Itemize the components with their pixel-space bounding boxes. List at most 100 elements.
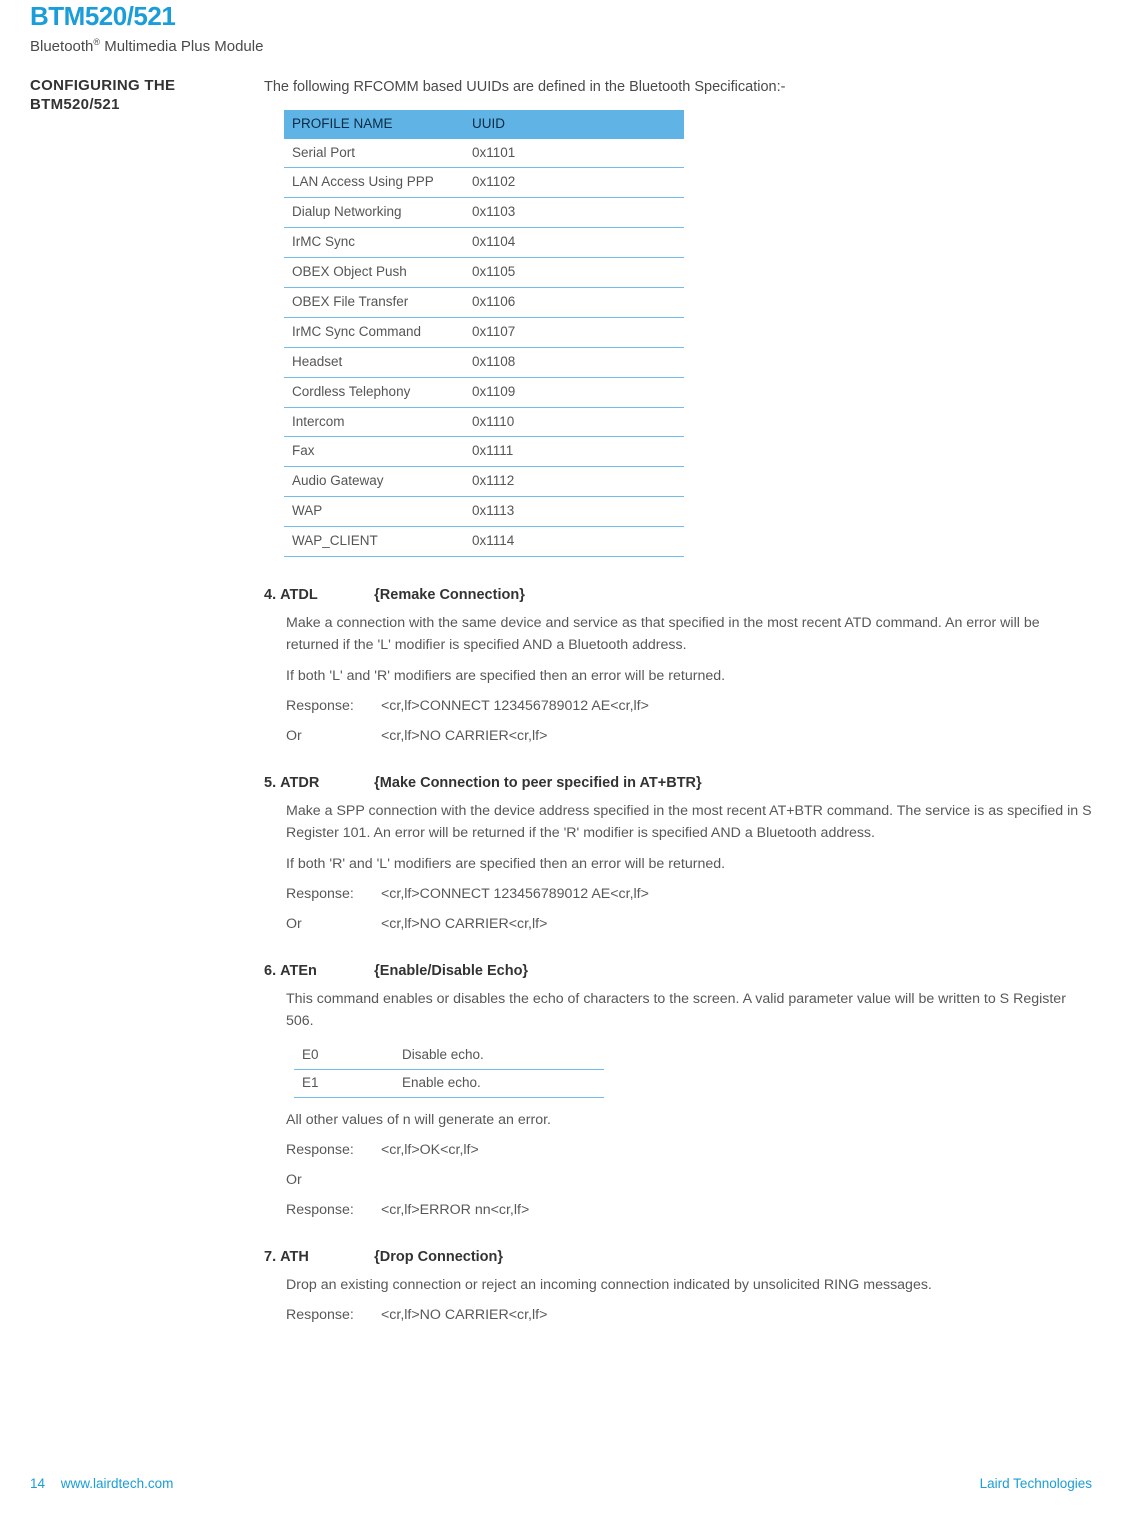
table-cell: 0x1110 [464, 407, 684, 437]
command-paragraph: All other values of n will generate an e… [286, 1110, 1092, 1131]
subtitle-prefix: Bluetooth [30, 38, 93, 55]
footer-company: Laird Technologies [980, 1475, 1092, 1494]
table-cell: IrMC Sync Command [284, 317, 464, 347]
table-cell: E0 [294, 1042, 394, 1069]
response-row: Or [286, 1171, 1092, 1191]
subtitle-rest: Multimedia Plus Module [100, 38, 263, 55]
or-label: Or [286, 1171, 381, 1191]
table-cell: E1 [294, 1069, 394, 1097]
table-cell: Intercom [284, 407, 464, 437]
command-name: ATEn [280, 961, 370, 981]
response-row: Response: <cr,lf>CONNECT 123456789012 AE… [286, 885, 1092, 905]
command-block-atdl: 4. ATDL {Remake Connection} Make a conne… [264, 585, 1092, 747]
table-row: OBEX Object Push0x1105 [284, 258, 684, 288]
page-number: 14 [30, 1476, 45, 1491]
table-row: Intercom0x1110 [284, 407, 684, 437]
content-column: The following RFCOMM based UUIDs are def… [264, 77, 1092, 1352]
response-label: Response: [286, 697, 381, 717]
table-cell: 0x1101 [464, 139, 684, 168]
command-body: This command enables or disables the ech… [264, 989, 1092, 1220]
command-paragraph: If both 'L' and 'R' modifiers are specif… [286, 666, 1092, 687]
command-brace: {Enable/Disable Echo} [374, 963, 528, 979]
page-footer: 14 www.lairdtech.com Laird Technologies [30, 1475, 1092, 1494]
table-row: Serial Port0x1101 [284, 139, 684, 168]
table-row: Fax0x1111 [284, 437, 684, 467]
command-brace: {Drop Connection} [374, 1249, 503, 1265]
table-row: Headset0x1108 [284, 347, 684, 377]
table-row: WAP0x1113 [284, 497, 684, 527]
command-block-aten: 6. ATEn {Enable/Disable Echo} This comma… [264, 961, 1092, 1221]
table-header-uuid: UUID [464, 110, 684, 139]
command-number: 5. [264, 775, 276, 791]
table-cell: 0x1107 [464, 317, 684, 347]
table-row: IrMC Sync Command0x1107 [284, 317, 684, 347]
command-block-ath: 7. ATH {Drop Connection} Drop an existin… [264, 1247, 1092, 1326]
uuid-table: PROFILE NAME UUID Serial Port0x1101LAN A… [284, 110, 684, 557]
table-cell: 0x1109 [464, 377, 684, 407]
table-cell: Audio Gateway [284, 467, 464, 497]
response-row: Response: <cr,lf>CONNECT 123456789012 AE… [286, 697, 1092, 717]
table-cell: OBEX Object Push [284, 258, 464, 288]
table-row: LAN Access Using PPP0x1102 [284, 168, 684, 198]
table-cell: 0x1108 [464, 347, 684, 377]
table-cell: Dialup Networking [284, 198, 464, 228]
command-body: Drop an existing connection or reject an… [264, 1275, 1092, 1326]
main-content-row: CONFIGURING THE BTM520/521 The following… [30, 77, 1092, 1352]
response-value: <cr,lf>NO CARRIER<cr,lf> [381, 915, 547, 935]
command-body: Make a connection with the same device a… [264, 613, 1092, 747]
command-block-atdr: 5. ATDR {Make Connection to peer specifi… [264, 773, 1092, 935]
doc-title: BTM520/521 [30, 0, 1092, 34]
command-name: ATH [280, 1247, 370, 1267]
command-name: ATDL [280, 585, 370, 605]
footer-url: www.lairdtech.com [61, 1476, 174, 1491]
command-number: 6. [264, 963, 276, 979]
response-row: Response: <cr,lf>OK<cr,lf> [286, 1141, 1092, 1161]
table-row: Dialup Networking0x1103 [284, 198, 684, 228]
table-cell: 0x1104 [464, 228, 684, 258]
command-heading: 4. ATDL {Remake Connection} [264, 585, 1092, 605]
side-column: CONFIGURING THE BTM520/521 [30, 77, 240, 1352]
response-value: <cr,lf>OK<cr,lf> [381, 1141, 479, 1161]
table-cell: IrMC Sync [284, 228, 464, 258]
command-heading: 5. ATDR {Make Connection to peer specifi… [264, 773, 1092, 793]
response-label: Response: [286, 885, 381, 905]
table-cell: Disable echo. [394, 1042, 604, 1069]
table-cell: 0x1114 [464, 527, 684, 557]
response-value: <cr,lf>CONNECT 123456789012 AE<cr,lf> [381, 697, 649, 717]
response-label: Response: [286, 1141, 381, 1161]
command-paragraph: Make a SPP connection with the device ad… [286, 801, 1092, 844]
command-brace: {Make Connection to peer specified in AT… [374, 775, 702, 791]
table-row: OBEX File Transfer0x1106 [284, 288, 684, 318]
table-cell: WAP_CLIENT [284, 527, 464, 557]
table-row: Audio Gateway0x1112 [284, 467, 684, 497]
table-cell: Serial Port [284, 139, 464, 168]
command-number: 7. [264, 1249, 276, 1265]
response-row: Response: <cr,lf>ERROR nn<cr,lf> [286, 1201, 1092, 1221]
table-row: IrMC Sync0x1104 [284, 228, 684, 258]
table-cell: OBEX File Transfer [284, 288, 464, 318]
command-body: Make a SPP connection with the device ad… [264, 801, 1092, 935]
response-value: <cr,lf>CONNECT 123456789012 AE<cr,lf> [381, 885, 649, 905]
doc-subtitle: Bluetooth® Multimedia Plus Module [30, 36, 1092, 57]
response-row: Response: <cr,lf>NO CARRIER<cr,lf> [286, 1306, 1092, 1326]
table-cell: 0x1106 [464, 288, 684, 318]
table-cell: Cordless Telephony [284, 377, 464, 407]
table-cell: 0x1111 [464, 437, 684, 467]
command-paragraph: Make a connection with the same device a… [286, 613, 1092, 656]
intro-paragraph: The following RFCOMM based UUIDs are def… [264, 77, 1092, 97]
or-label: Or [286, 915, 381, 935]
table-header-profile: PROFILE NAME [284, 110, 464, 139]
response-value: <cr,lf>NO CARRIER<cr,lf> [381, 1306, 547, 1326]
response-label: Response: [286, 1201, 381, 1221]
table-row: WAP_CLIENT0x1114 [284, 527, 684, 557]
command-heading: 6. ATEn {Enable/Disable Echo} [264, 961, 1092, 981]
footer-left: 14 www.lairdtech.com [30, 1475, 173, 1494]
table-row: E0Disable echo. [294, 1042, 604, 1069]
or-label: Or [286, 727, 381, 747]
command-brace: {Remake Connection} [374, 587, 525, 603]
table-row: E1Enable echo. [294, 1069, 604, 1097]
table-cell: Headset [284, 347, 464, 377]
table-cell: 0x1112 [464, 467, 684, 497]
table-cell: Fax [284, 437, 464, 467]
command-number: 4. [264, 587, 276, 603]
